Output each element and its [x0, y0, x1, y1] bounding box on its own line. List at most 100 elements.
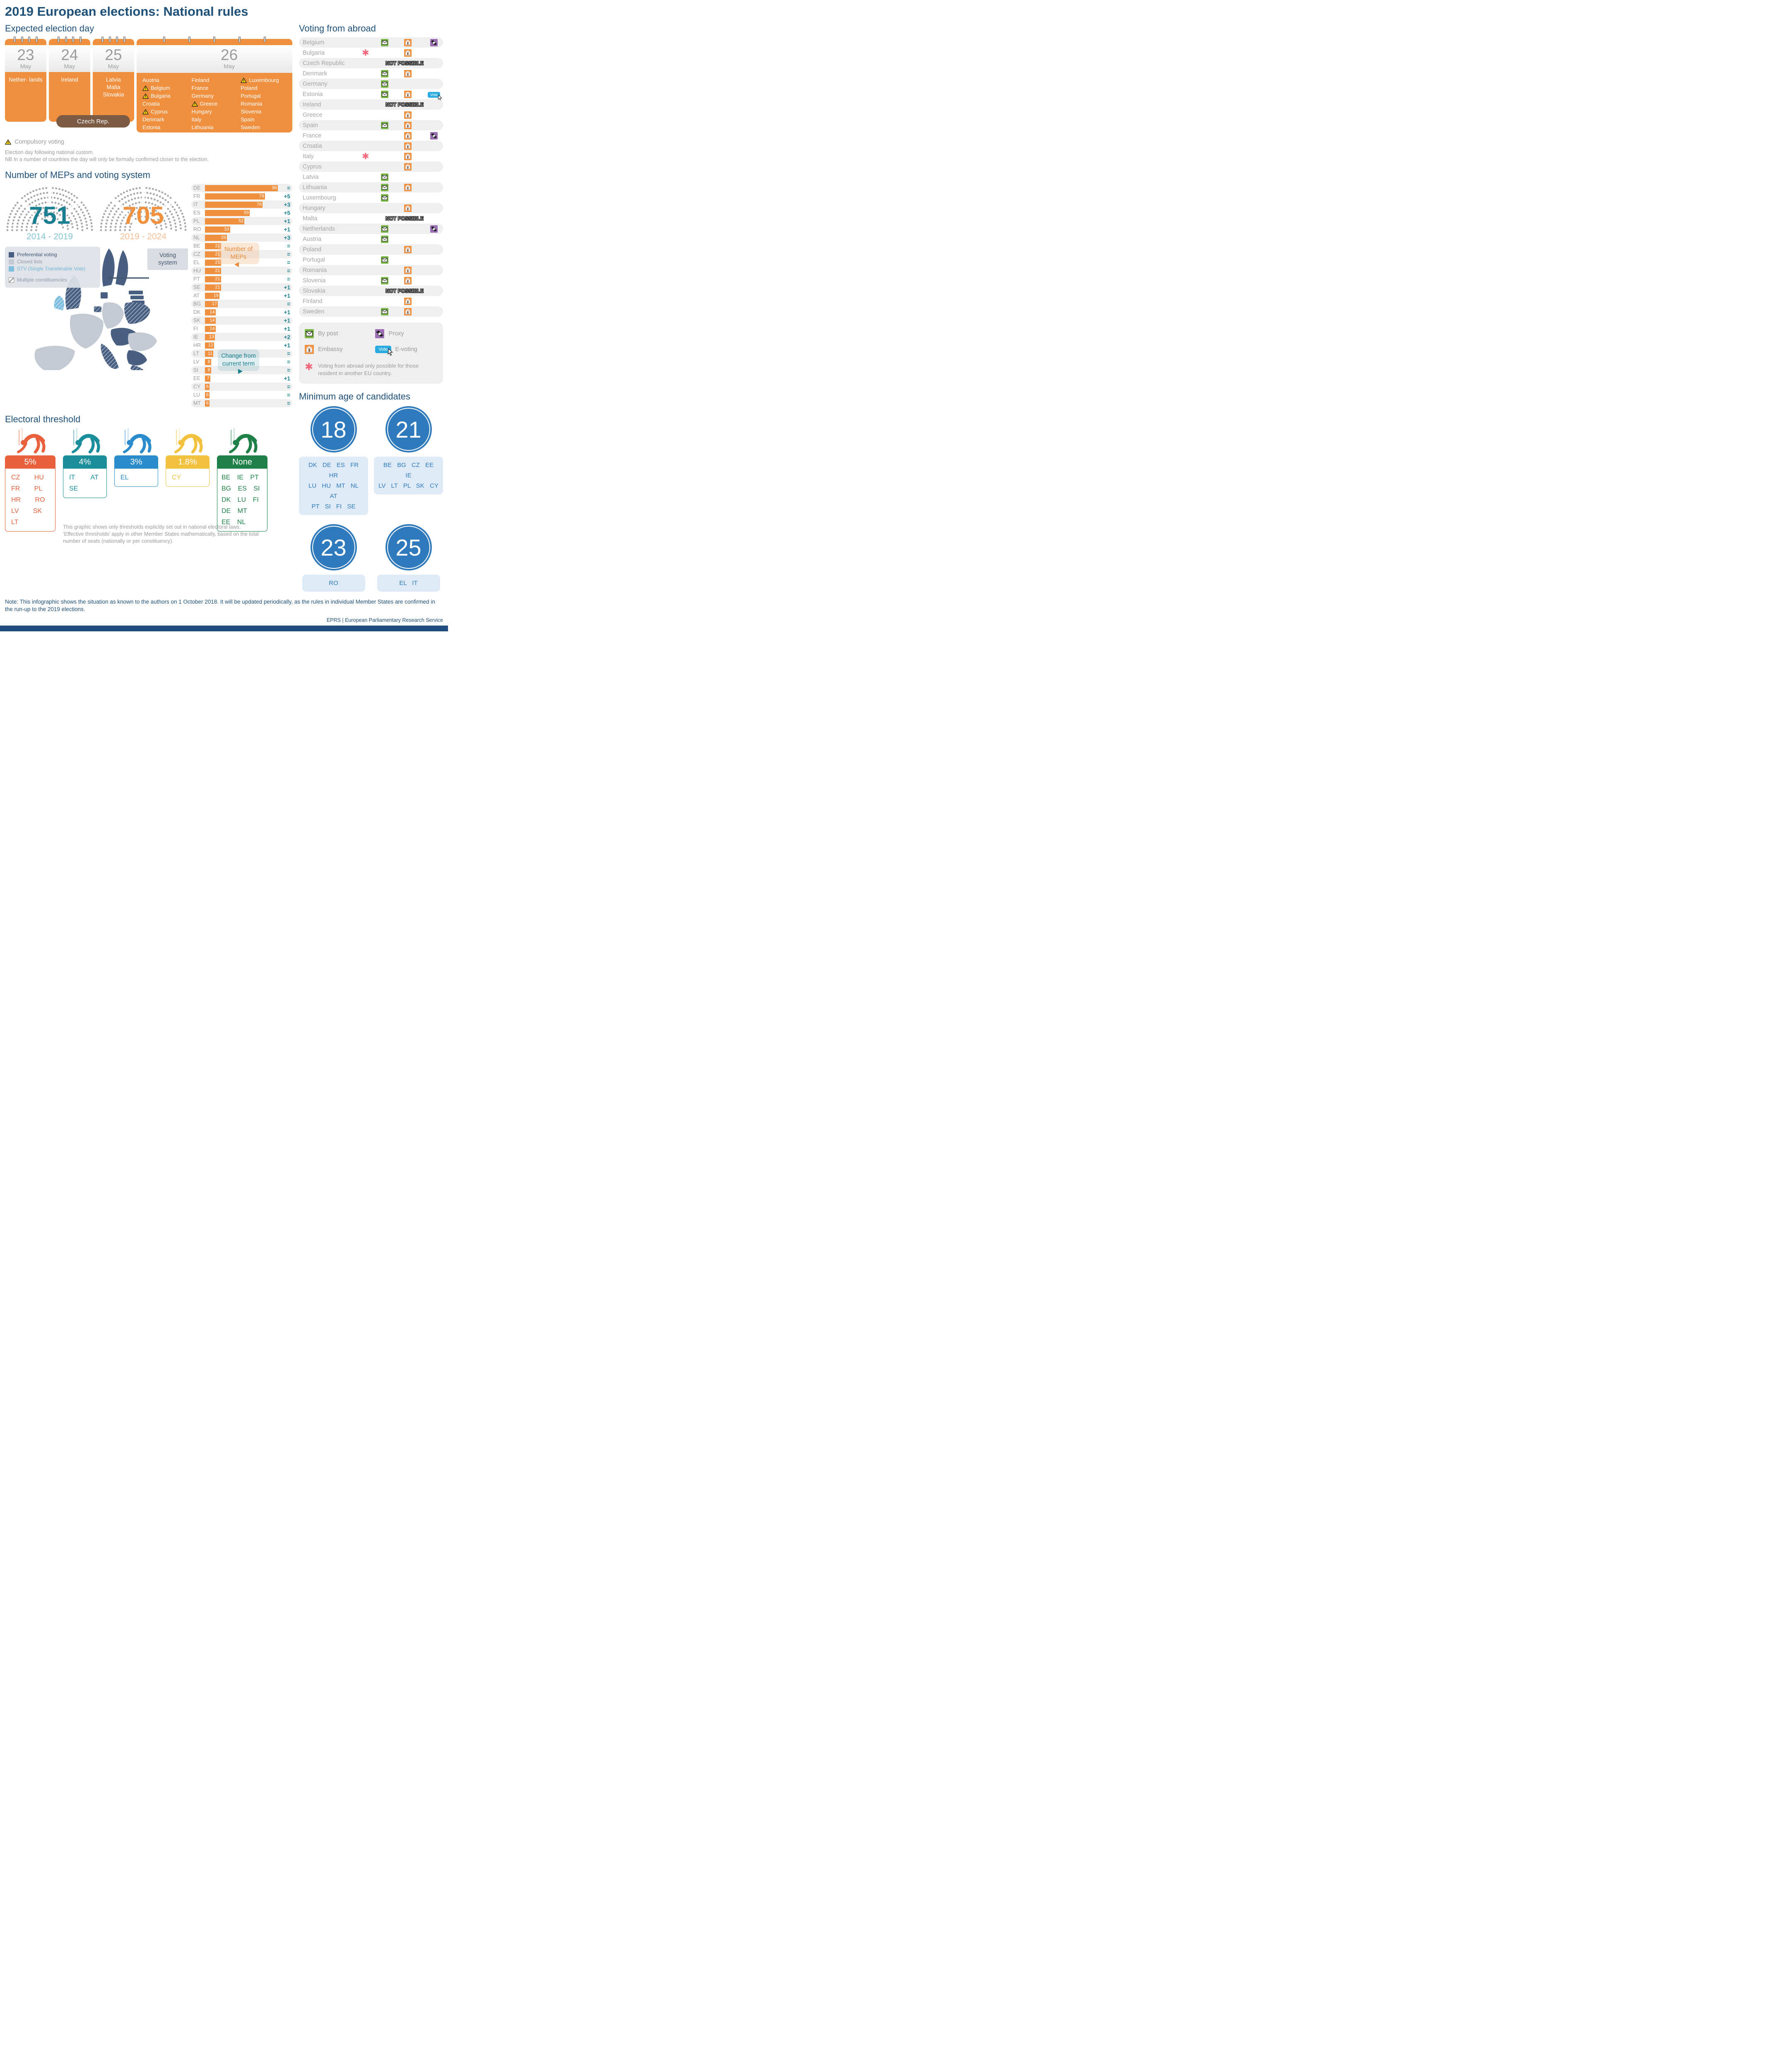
abroad-row: Lithuania ✱ Vote [299, 182, 443, 193]
mep-bar: 76 [205, 201, 263, 208]
mep-row: MT 6 = [191, 399, 292, 407]
age-group-23: 23 RO [302, 524, 365, 592]
eprs-attribution: EPRS | European Parliamentary Research S… [326, 617, 443, 623]
total-meps-2019: 705 [123, 202, 164, 229]
mep-value: 21 [215, 277, 220, 282]
cursor-icon [387, 348, 393, 356]
threshold-value: None [217, 456, 267, 469]
total-meps-2014: 751 [29, 202, 70, 229]
mep-bar: 52 [205, 218, 245, 224]
voting-system-label: Voting system [147, 248, 188, 270]
mep-bar: 12 [205, 342, 214, 349]
spiral-binding-icon [140, 36, 289, 42]
threshold-countries: BG ES SI [222, 485, 260, 492]
mep-bar: 11 [205, 350, 214, 357]
abroad-row: Spain ✱ Vote [299, 120, 443, 130]
calendar-country: Sweden [241, 124, 260, 130]
calendar-country: Malta [106, 84, 120, 90]
country-code: AT [193, 293, 200, 298]
country-code: FI [193, 326, 198, 332]
mep-change: +2 [284, 334, 290, 340]
embassy-icon [305, 345, 314, 354]
asterisk-icon: ✱ [362, 152, 369, 161]
mep-change: +1 [284, 325, 290, 332]
age-country-line: PT SI FI SE [311, 503, 356, 510]
mep-value: 6 [206, 392, 209, 397]
mep-bar: 8 [205, 367, 211, 373]
mep-change: = [287, 392, 290, 398]
age-group-18: 18 DK DE ES FR HR LU HU MT NL AT PT SI FI … [299, 406, 368, 515]
min-age-heading: Minimum age of candidates [299, 391, 411, 402]
mep-value: 8 [207, 368, 210, 373]
high-jumper-icon [67, 428, 103, 455]
country-name: Luxembourg [303, 194, 336, 201]
mep-value: 29 [221, 235, 226, 240]
country-name: Poland [303, 246, 322, 253]
mep-bar: 96 [205, 185, 278, 191]
threshold-countries: EL [120, 474, 129, 481]
threshold-countries: SE [69, 485, 78, 492]
threshold-countries: LV SK [11, 508, 42, 515]
threshold-4pct: 4% IT AT SE [63, 428, 107, 498]
country-code: IT [193, 202, 198, 207]
calendar-country: Germany [191, 92, 214, 99]
proxy-icon [430, 225, 438, 233]
calendar-country: Austria [142, 77, 159, 83]
mep-change: = [287, 301, 290, 307]
mep-change: +1 [284, 226, 290, 233]
embassy-icon [404, 39, 412, 46]
e-voting-icon: Vote [375, 346, 393, 356]
age-group-25: 25 EL IT [377, 524, 440, 592]
spiral-binding-icon [52, 36, 87, 42]
mep-value: 6 [206, 401, 209, 406]
threshold-none: None BE IE PT BG ES SI DK LU FI DE MT EE NL [217, 428, 267, 532]
post-icon [381, 80, 388, 88]
mep-row: DE 96 = [191, 184, 292, 192]
calendar-23-may: 23 May Nether- lands [5, 36, 46, 122]
legend-stv: STV (Single Transferable Vote) [9, 266, 96, 272]
mep-change: = [287, 259, 290, 266]
section-voting-from-abroad: Voting from abroad Belgium ✱ [299, 23, 443, 384]
mep-value: 21 [215, 260, 220, 265]
calendar-country: Luxembourg [241, 76, 289, 84]
section-minimum-age: Minimum age of candidates 18 DK DE ES FR… [299, 391, 443, 592]
embassy-icon [404, 121, 412, 129]
post-icon [381, 70, 388, 77]
country-code: IE [193, 334, 198, 340]
not-possible-label: NOT POSSIBLE [385, 288, 424, 294]
calendar-country: Lithuania [191, 124, 214, 130]
voting-system-arrow-icon [107, 275, 149, 280]
country-name: Hungary [303, 205, 325, 212]
threshold-value: 3% [115, 456, 158, 469]
mep-value: 14 [210, 326, 215, 331]
mep-row: CY 6 = [191, 383, 292, 391]
mep-change: = [287, 243, 290, 249]
abroad-row: Croatia ✱ Vote [299, 141, 443, 151]
mep-change: = [287, 359, 290, 365]
mep-value: 59 [243, 210, 249, 215]
country-name: Czech Republic [303, 60, 345, 67]
page-title: 2019 European elections: National rules [5, 4, 248, 19]
country-code: MT [193, 400, 201, 406]
post-icon [381, 235, 388, 243]
calendar-country: Hungary [191, 108, 212, 115]
threshold-countries: EE NL [222, 519, 246, 526]
threshold-countries: DK LU FI [222, 496, 259, 503]
voting-system-legend: Preferential voting Closed lists STV (Si… [5, 247, 100, 288]
age-countries-21: BE BG CZ EE IE LV LT PL SK CY [374, 457, 443, 494]
country-code: LV [193, 359, 200, 365]
compulsory-voting-warning-icon [241, 77, 247, 83]
mep-value: 79 [259, 194, 264, 199]
mep-bar: 21 [205, 284, 221, 291]
country-code: NL [193, 235, 200, 241]
mep-value: 21 [215, 243, 220, 248]
country-code: HU [193, 268, 201, 274]
country-name: Netherlands [303, 225, 335, 232]
country-name: Sweden [303, 308, 325, 315]
threshold-3pct: 3% EL [114, 428, 158, 487]
embassy-icon [404, 90, 412, 98]
mep-row: NL 29 +3 [191, 233, 292, 242]
section-election-day: Expected election day 23 May Nether- lan… [5, 23, 292, 163]
abroad-row: Germany ✱ Vote [299, 79, 443, 89]
compulsory-voting-warning-icon [142, 109, 149, 114]
